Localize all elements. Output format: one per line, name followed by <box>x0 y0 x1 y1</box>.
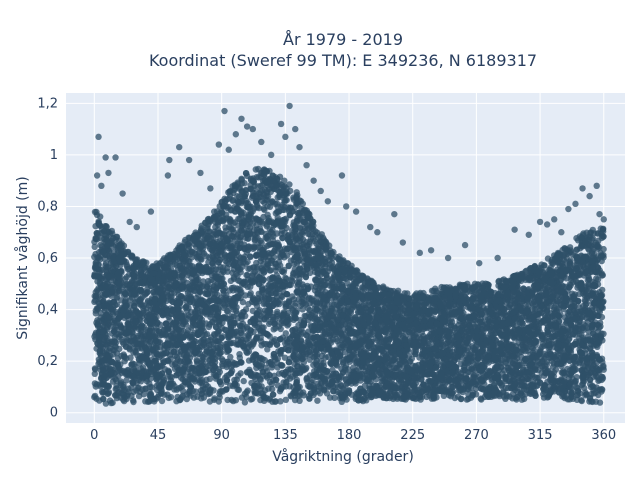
data-point <box>249 395 256 402</box>
data-point <box>466 322 473 330</box>
data-point <box>95 299 102 306</box>
chart-title-line2: Koordinat (Sweref 99 TM): E 349236, N 61… <box>149 51 537 70</box>
data-point <box>279 362 286 369</box>
data-point <box>123 263 131 270</box>
data-point <box>127 354 134 361</box>
data-point <box>106 397 114 404</box>
data-point <box>578 397 585 405</box>
data-point <box>246 253 254 260</box>
data-point <box>259 197 266 205</box>
data-point <box>224 396 231 404</box>
data-point <box>209 260 216 267</box>
chart-title-line1: År 1979 - 2019 <box>283 30 403 49</box>
data-points <box>91 165 607 407</box>
